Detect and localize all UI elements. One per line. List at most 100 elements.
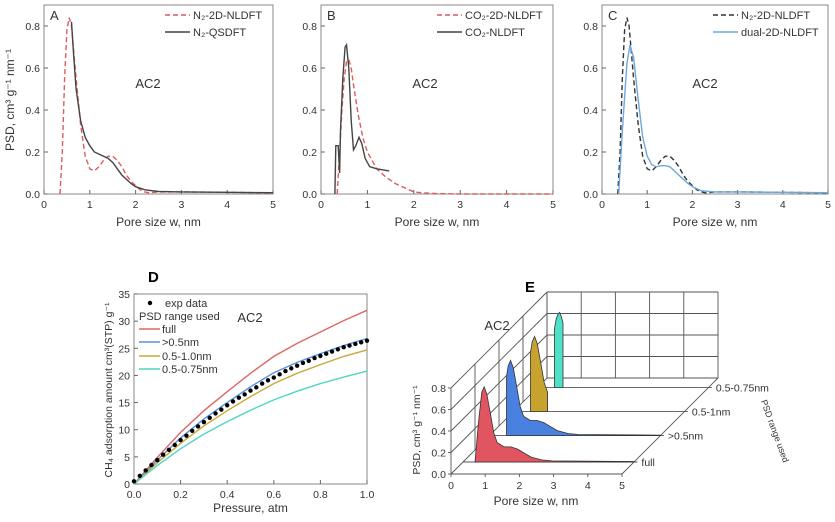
legend-label: >0.5nm — [162, 337, 199, 349]
y-axis-label: CH₄ adsorption amount cm³(STP) g⁻¹ — [103, 302, 115, 477]
panel-letter: B — [327, 8, 336, 23]
x-axis-label: Pore size w, nm — [395, 215, 480, 229]
y-tick-label: 0.0 — [25, 189, 40, 201]
exp-data-point — [271, 375, 276, 380]
series-line-0 — [59, 17, 274, 195]
legend-title: PSD range used — [139, 311, 220, 323]
exp-data-point — [335, 347, 341, 352]
exp-data-point — [277, 372, 282, 377]
x-tick-label: 5 — [550, 199, 556, 211]
x-tick-label: 3 — [735, 199, 741, 211]
exp-data-point — [195, 424, 201, 429]
x-axis-label: Pore size w, nm — [494, 494, 579, 508]
x-tick-label: 4 — [585, 480, 591, 492]
z-axis-label: PSD range used — [759, 398, 791, 463]
exp-data-point — [324, 351, 329, 356]
y-tick-label: 0.2 — [302, 147, 317, 159]
y-tick-label: 0.0 — [431, 469, 446, 481]
exp-data-point — [312, 355, 317, 361]
exp-data-point — [137, 473, 143, 479]
exp-data-point — [213, 411, 218, 416]
floor-edge — [621, 377, 719, 475]
legend-label: 0.5-1.0nm — [162, 351, 212, 363]
panel-letter: C — [608, 8, 617, 23]
plot-frame — [43, 4, 274, 195]
x-tick-label: 1 — [87, 199, 93, 211]
side-wall-grid — [450, 313, 548, 410]
exp-data-point — [155, 457, 160, 463]
legend-label: N₂-2D-NLDFT — [193, 10, 262, 22]
plot-frame — [133, 293, 368, 485]
x-tick-label: 3 — [551, 480, 557, 492]
x-tick-label: 1 — [482, 480, 488, 492]
x-tick-label: 4 — [504, 199, 510, 211]
exp-data-point — [230, 399, 236, 404]
series-line-1 — [334, 42, 390, 195]
legend-label: CO₂-NLDFT — [465, 27, 525, 39]
exp-data-point — [306, 358, 311, 363]
x-tick-label: 0.8 — [313, 489, 328, 501]
y-tick-label: 30 — [118, 316, 130, 328]
exp-data-point — [259, 381, 265, 386]
sample-annotation: AC2 — [484, 318, 509, 333]
y-tick-label: 0.6 — [583, 63, 598, 75]
panel-letter: E — [525, 279, 535, 296]
exp-data-point — [219, 407, 224, 412]
exp-data-point — [166, 447, 172, 452]
exp-data-point — [225, 403, 230, 408]
sample-annotation: AC2 — [237, 310, 262, 325]
x-tick-label: 0.0 — [127, 489, 142, 501]
x-tick-label: 4 — [224, 199, 230, 211]
y-tick-label: 0.2 — [25, 147, 40, 159]
y-tick-label: 0.6 — [302, 63, 317, 75]
exp-data-point — [283, 368, 288, 374]
x-tick-label: 0 — [41, 199, 47, 211]
y-tick-label: 0 — [124, 479, 130, 491]
y-tick-label: 0.8 — [302, 21, 317, 33]
legend-label: full — [162, 324, 176, 336]
exp-data-point — [248, 388, 253, 393]
y-tick-label: 0.4 — [583, 105, 598, 117]
series-line-2 — [133, 349, 368, 485]
y-tick-label: 0.4 — [431, 426, 446, 438]
exp-data-point — [341, 345, 346, 350]
x-tick-label: 2 — [516, 480, 522, 492]
x-tick-label: 0.2 — [173, 489, 188, 501]
exp-data-point — [236, 395, 242, 400]
panel-letter: D — [148, 269, 159, 286]
series-area-1 — [506, 359, 661, 437]
x-tick-label: 0.4 — [220, 489, 235, 501]
y-tick-label: 0.4 — [25, 105, 40, 117]
exp-data-point — [254, 385, 259, 390]
x-tick-label: 2 — [411, 199, 417, 211]
exp-data-point — [149, 462, 154, 468]
x-tick-label: 0 — [599, 199, 605, 211]
exp-data-point — [184, 433, 189, 438]
exp-data-point — [289, 366, 294, 371]
exp-data-point — [364, 338, 370, 343]
x-tick-label: 3 — [457, 199, 463, 211]
x-tick-label: 4 — [780, 199, 786, 211]
y-tick-label: 0.4 — [302, 105, 317, 117]
legend-label: CO₂-2D-NLDFT — [465, 10, 543, 22]
y-tick-label: 20 — [118, 370, 130, 382]
exp-data-point — [318, 353, 323, 359]
exp-data-point — [294, 363, 300, 368]
exp-data-point — [265, 378, 271, 383]
y-tick-label: 10 — [118, 425, 130, 437]
exp-data-point — [358, 340, 364, 345]
exp-data-point — [172, 442, 177, 448]
y-tick-label: 0.0 — [302, 189, 317, 201]
x-tick-label: 1 — [364, 199, 370, 211]
series-line-1 — [70, 21, 274, 194]
exp-data-point — [190, 428, 195, 433]
series-line-3 — [133, 370, 368, 485]
y-axis-label: PSD, cm³ g⁻¹ nm⁻¹ — [3, 49, 17, 151]
y-tick-label: 0.8 — [431, 383, 446, 395]
sample-annotation: AC2 — [692, 76, 717, 91]
x-tick-label: 0 — [318, 199, 324, 211]
y-tick-label: 0.2 — [583, 147, 598, 159]
y-tick-label: 35 — [118, 289, 130, 301]
exp-data-point — [300, 360, 306, 366]
x-tick-label: 5 — [270, 199, 276, 211]
